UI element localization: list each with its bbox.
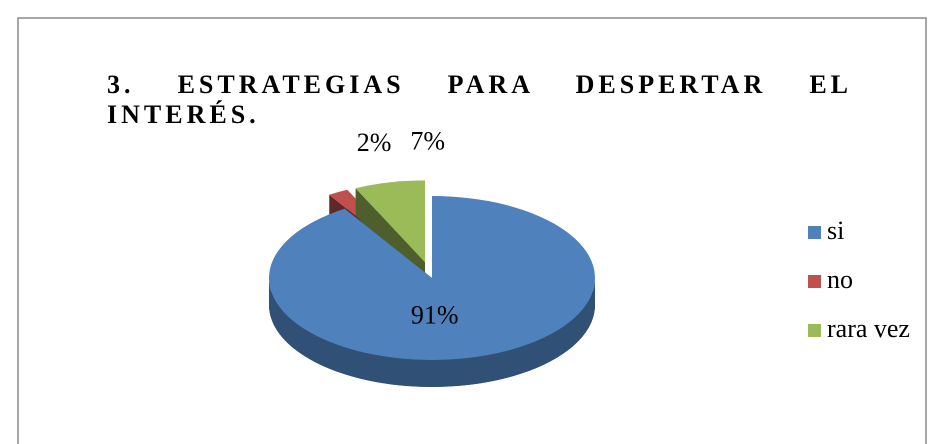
slice-side [269, 278, 595, 387]
data-label: 7% [410, 126, 445, 155]
slice [355, 180, 426, 263]
slice [268, 196, 595, 360]
legend-label: rara vez [827, 314, 910, 343]
data-label: 2% [357, 128, 392, 157]
chart-title: 3. ESTRATEGIAS PARA DESPERTAR EL INTERÉS… [107, 70, 852, 129]
legend-label: no [827, 265, 853, 294]
data-label: 91% [411, 300, 459, 329]
legend-swatch [808, 226, 821, 239]
legend-swatch [808, 324, 821, 337]
legend-label: si [827, 216, 844, 245]
legend-swatch [808, 275, 821, 288]
